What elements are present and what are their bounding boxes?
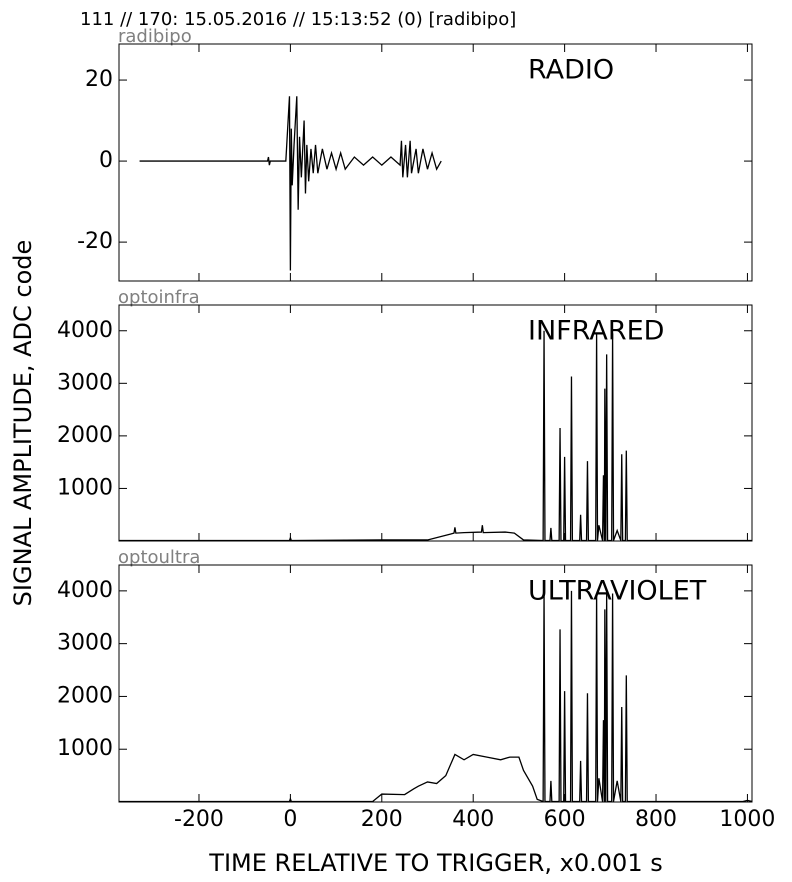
plot-frame bbox=[118, 304, 753, 542]
x-tick-label: 800 bbox=[635, 807, 677, 832]
x-tick-label: -200 bbox=[174, 807, 224, 832]
annotation: RADIO bbox=[528, 55, 614, 86]
panel-label: radibipo bbox=[118, 26, 192, 47]
y-tick-label: 4000 bbox=[57, 318, 113, 343]
panel: optoultraULTRAVIOLET1000200030004000-200… bbox=[57, 547, 775, 832]
plot-frame bbox=[118, 564, 753, 803]
signal-line bbox=[119, 590, 752, 802]
panel-label: optoultra bbox=[118, 547, 200, 568]
signal-line bbox=[139, 96, 442, 271]
figure-title: 111 // 170: 15.05.2016 // 15:13:52 (0) [… bbox=[80, 9, 516, 30]
y-tick-label: 4000 bbox=[57, 578, 113, 603]
signal-line bbox=[119, 330, 752, 541]
x-tick-label: 1000 bbox=[719, 807, 775, 832]
y-axis-label: SIGNAL AMPLITUDE, ADC code bbox=[9, 240, 37, 607]
x-tick-label: 400 bbox=[452, 807, 494, 832]
x-tick-label: 600 bbox=[544, 807, 586, 832]
y-tick-label: 0 bbox=[99, 148, 113, 173]
y-tick-label: 3000 bbox=[57, 631, 113, 656]
y-tick-label: 1000 bbox=[57, 736, 113, 761]
annotation: ULTRAVIOLET bbox=[528, 576, 707, 607]
y-tick-label: 2000 bbox=[57, 423, 113, 448]
y-tick-label: 20 bbox=[85, 67, 113, 92]
y-tick-label: 3000 bbox=[57, 370, 113, 395]
x-tick-label: 200 bbox=[361, 807, 403, 832]
y-tick-label: -20 bbox=[77, 229, 113, 254]
y-tick-label: 2000 bbox=[57, 683, 113, 708]
panel-label: optoinfra bbox=[118, 287, 200, 308]
x-axis-label: TIME RELATIVE TO TRIGGER, x0.001 s bbox=[208, 849, 662, 877]
plot-frame bbox=[118, 43, 753, 282]
x-tick-label: 0 bbox=[283, 807, 297, 832]
panel: radibipo RADIO -20 0 20 bbox=[77, 26, 753, 282]
y-tick-label: 1000 bbox=[57, 475, 113, 500]
